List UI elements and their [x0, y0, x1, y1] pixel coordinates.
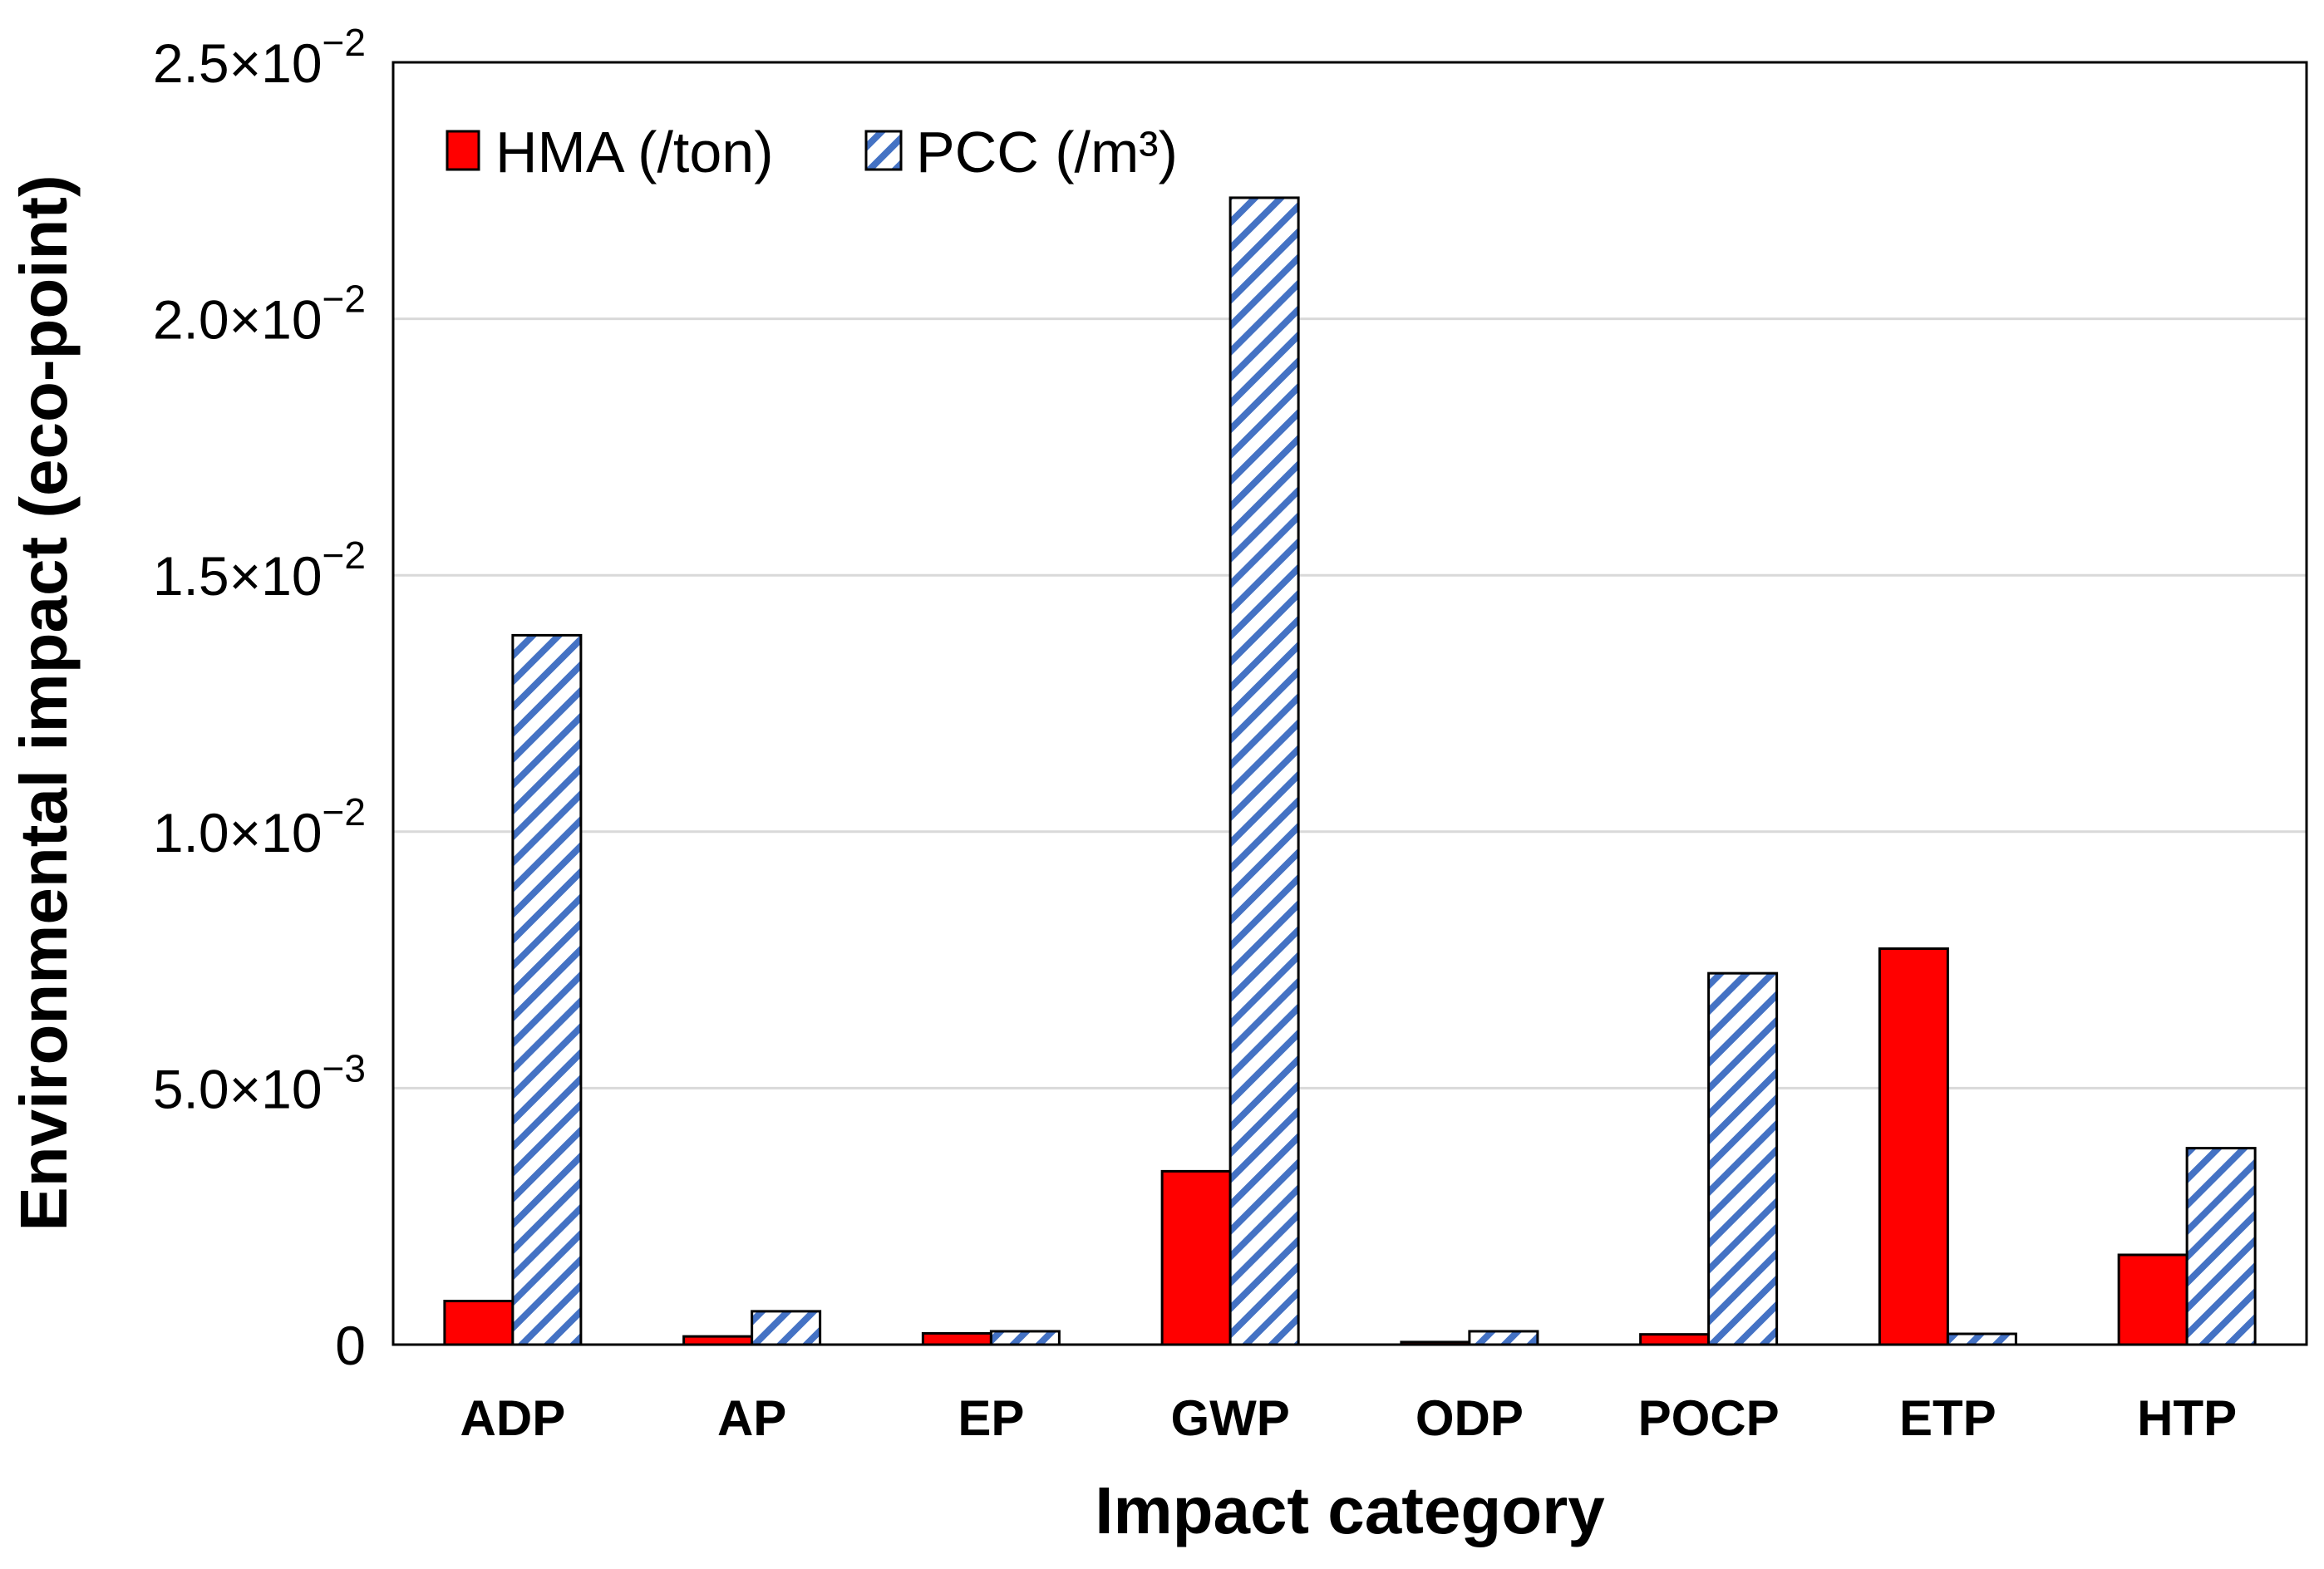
x-tick-label: HTP	[2137, 1390, 2237, 1446]
bar-pcc-adp	[511, 633, 583, 1346]
bar-hma-ep	[921, 1331, 992, 1346]
y-tick-label: 2.0×10−2	[153, 278, 366, 351]
bar-pcc-etp	[1946, 1332, 2017, 1346]
bar-hma-etp	[1878, 947, 1949, 1346]
y-tick-label: 5.0×10−3	[153, 1046, 366, 1119]
bar-hma-gwp	[1160, 1169, 1232, 1346]
y-axis-ticks: 0 5.0×10−3 1.0×10−2 1.5×10−2 2.0×10−2 2.5×10−…	[153, 21, 366, 1376]
y-tick-label: 1.0×10−2	[153, 790, 366, 863]
bar-pcc-odp	[1468, 1330, 1539, 1346]
legend-swatch-pcc	[864, 130, 903, 171]
legend: HMA (/ton) PCC (/m³)	[446, 120, 1178, 184]
x-tick-label: AP	[717, 1390, 786, 1446]
y-axis-title: Environmental impact (eco-point)	[7, 175, 81, 1231]
legend-swatch-hma	[446, 130, 480, 171]
bar-hma-adp	[443, 1300, 515, 1346]
y-tick-label: 0	[335, 1315, 366, 1376]
bars	[443, 196, 2257, 1346]
x-tick-label: POCP	[1638, 1390, 1780, 1446]
bar-hma-pocp	[1639, 1333, 1711, 1346]
x-tick-label: GWP	[1170, 1390, 1289, 1446]
x-axis-ticks: ADP AP EP GWP ODP POCP ETP HTP	[460, 1390, 2238, 1446]
legend-label-pcc: PCC (/m³)	[916, 120, 1178, 184]
bar-pcc-gwp	[1228, 196, 1300, 1346]
bar-pcc-ap	[751, 1310, 822, 1346]
gridlines	[393, 317, 2307, 1089]
x-axis-title: Impact category	[1095, 1473, 1605, 1547]
y-tick-label: 2.5×10−2	[153, 21, 366, 94]
x-tick-label: ODP	[1416, 1390, 1524, 1446]
plot-area	[391, 61, 2308, 1346]
x-tick-label: ADP	[460, 1390, 566, 1446]
bar-pcc-htp	[2185, 1147, 2257, 1346]
bar-pcc-pocp	[1707, 971, 1779, 1346]
y-tick-label: 1.5×10−2	[153, 534, 366, 607]
bar-pcc-ep	[989, 1330, 1061, 1346]
legend-label-hma: HMA (/ton)	[495, 120, 774, 184]
x-tick-label: EP	[958, 1390, 1024, 1446]
bar-hma-htp	[2117, 1253, 2189, 1346]
x-tick-label: ETP	[1899, 1390, 1997, 1446]
